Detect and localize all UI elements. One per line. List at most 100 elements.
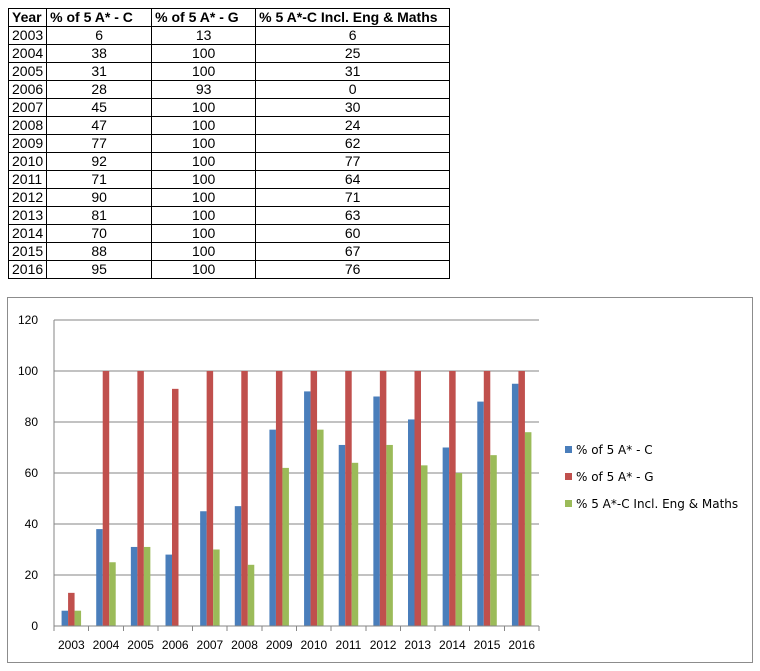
bar bbox=[442, 447, 450, 626]
table-cell-value: 60 bbox=[255, 224, 451, 243]
table-cell-year: 2012 bbox=[7, 188, 48, 207]
table-cell-value: 70 bbox=[46, 224, 153, 243]
table-header-row: Year% of 5 A* - C% of 5 A* - G% 5 A*-C I… bbox=[7, 8, 451, 27]
table-cell-year: 2003 bbox=[7, 26, 48, 45]
x-tick-label: 2011 bbox=[336, 638, 362, 652]
bar bbox=[351, 462, 359, 626]
bar bbox=[109, 562, 116, 626]
table-row: 2003 6 13 6 bbox=[7, 26, 451, 45]
table-cell-value: 76 bbox=[255, 260, 451, 279]
table-cell-year: 2015 bbox=[7, 242, 48, 261]
x-tick-label: 2005 bbox=[127, 638, 154, 652]
bar bbox=[373, 396, 380, 626]
x-tick-label: 2003 bbox=[58, 638, 85, 652]
table-cell-value: 30 bbox=[255, 98, 451, 117]
table-cell-year: 2016 bbox=[7, 260, 48, 279]
data-table: Year% of 5 A* - C% of 5 A* - G% 5 A*-C I… bbox=[7, 8, 451, 279]
bar bbox=[130, 546, 138, 626]
bar-chart: 0 20 40 60 80 100 120 2003 2004 2005 2006 2007 2008 2… bbox=[18, 313, 738, 652]
y-tick-label: 80 bbox=[25, 415, 39, 429]
bar bbox=[317, 429, 324, 626]
table-header-cell: % of 5 A* - C bbox=[46, 8, 153, 27]
table-cell-value: 77 bbox=[255, 152, 451, 171]
bar bbox=[269, 429, 276, 626]
table-cell-value: 100 bbox=[151, 206, 257, 225]
table-cell-value: 100 bbox=[151, 242, 257, 261]
x-tick-label: 2004 bbox=[93, 638, 120, 652]
y-tick-label: 60 bbox=[25, 466, 39, 480]
x-tick-label: 2012 bbox=[370, 638, 397, 652]
table-cell-year: 2013 bbox=[7, 206, 48, 225]
bar bbox=[68, 592, 75, 626]
table-cell-value: 81 bbox=[46, 206, 153, 225]
table-cell-value: 67 bbox=[255, 242, 451, 261]
legend-label: % 5 A*-C Incl. Eng & Maths bbox=[576, 497, 738, 511]
table-cell-year: 2007 bbox=[7, 98, 48, 117]
table-cell-value: 90 bbox=[46, 188, 153, 207]
table-cell-value: 31 bbox=[46, 62, 153, 81]
table-cell-value: 25 bbox=[255, 44, 451, 63]
y-tick-label: 20 bbox=[25, 568, 39, 582]
table-header-cell: Year bbox=[7, 8, 48, 27]
table-row: 2016 95 100 76 bbox=[7, 260, 451, 279]
table-row: 2007 45 100 30 bbox=[7, 98, 451, 117]
bar bbox=[102, 371, 110, 626]
table-cell-value: 92 bbox=[46, 152, 153, 171]
bar bbox=[449, 371, 456, 626]
x-tick-label: 2016 bbox=[508, 638, 535, 652]
bar bbox=[455, 473, 463, 626]
table-cell-year: 2011 bbox=[7, 170, 48, 189]
table-cell-value: 100 bbox=[151, 62, 257, 81]
bar bbox=[524, 432, 532, 626]
bar bbox=[477, 401, 484, 626]
table-cell-year: 2014 bbox=[7, 224, 48, 243]
table-row: 2014 70 100 60 bbox=[7, 224, 451, 243]
y-tick-label: 0 bbox=[31, 619, 38, 633]
chart-frame: 0 20 40 60 80 100 120 2003 2004 2005 2006 2007 2008 2… bbox=[7, 297, 753, 663]
table-row: 2013 81 100 63 bbox=[7, 206, 451, 225]
bar bbox=[338, 444, 346, 626]
legend-label: % of 5 A* - C bbox=[576, 443, 653, 457]
x-tick-label: 2013 bbox=[404, 638, 431, 652]
x-tick-label: 2008 bbox=[231, 638, 258, 652]
bar bbox=[247, 564, 255, 626]
bar bbox=[421, 465, 428, 626]
bar bbox=[96, 529, 103, 626]
table-cell-value: 47 bbox=[46, 116, 153, 135]
bar bbox=[234, 506, 242, 626]
table-cell-value: 100 bbox=[151, 134, 257, 153]
legend-swatch bbox=[565, 473, 572, 480]
legend-label: % of 5 A* - G bbox=[576, 470, 654, 484]
table-cell-value: 88 bbox=[46, 242, 153, 261]
table-cell-year: 2009 bbox=[7, 134, 48, 153]
y-tick-label: 100 bbox=[18, 364, 38, 378]
table-cell-value: 100 bbox=[151, 152, 257, 171]
table-cell-value: 100 bbox=[151, 188, 257, 207]
bar bbox=[172, 388, 179, 626]
table-row: 2010 92 100 77 bbox=[7, 152, 451, 171]
table-cell-value: 100 bbox=[151, 116, 257, 135]
table-row: 2005 31 100 31 bbox=[7, 62, 451, 81]
table-row: 2015 88 100 67 bbox=[7, 242, 451, 261]
bar bbox=[165, 554, 172, 626]
x-tick-label: 2015 bbox=[474, 638, 501, 652]
table-cell-value: 31 bbox=[255, 62, 451, 81]
table-cell-value: 64 bbox=[255, 170, 451, 189]
bar bbox=[414, 371, 421, 626]
table-header-cell: % 5 A*-C Incl. Eng & Maths bbox=[255, 8, 451, 27]
table-cell-value: 28 bbox=[46, 80, 153, 99]
bar bbox=[61, 610, 69, 626]
table-cell-value: 100 bbox=[151, 224, 257, 243]
table-cell-value: 63 bbox=[255, 206, 451, 225]
bar bbox=[143, 546, 151, 626]
table-cell-value: 100 bbox=[151, 98, 257, 117]
bar bbox=[490, 455, 497, 626]
table-row: 2011 71 100 64 bbox=[7, 170, 451, 189]
bar bbox=[282, 467, 289, 626]
bar bbox=[275, 371, 283, 626]
table-cell-value: 6 bbox=[46, 26, 153, 45]
table-cell-value: 6 bbox=[255, 26, 451, 45]
bar bbox=[213, 549, 220, 626]
bar bbox=[200, 511, 207, 626]
table-cell-year: 2010 bbox=[7, 152, 48, 171]
